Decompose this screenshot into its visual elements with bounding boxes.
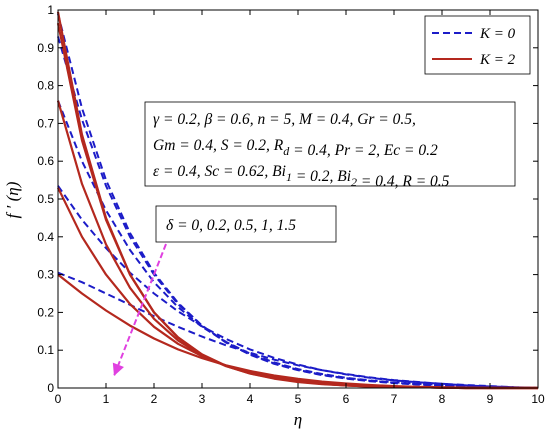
- legend: K = 0 K = 2: [424, 15, 531, 75]
- y-tick-label: 0.9: [37, 41, 54, 55]
- y-tick-label: 0.1: [37, 343, 54, 357]
- x-tick-label: 0: [55, 392, 62, 406]
- y-tick-label: 1: [47, 3, 54, 17]
- parameters-line-3: ε = 0.4, Sc = 0.62, Bi1 = 0.2, Bi2 = 0.4…: [153, 163, 450, 190]
- x-tick-label: 10: [531, 392, 545, 406]
- y-tick-label: 0.6: [37, 154, 54, 168]
- x-tick-label: 9: [487, 392, 494, 406]
- y-tick-label: 0.3: [37, 268, 54, 282]
- parameters-box-frame: [144, 101, 516, 187]
- legend-label-k0: K = 0: [479, 26, 516, 42]
- x-tick-label: 6: [343, 392, 350, 406]
- x-tick-label: 5: [295, 392, 302, 406]
- parameters-line-2: Gm = 0.4, S = 0.2, Rd = 0.4, Pr = 2, Ec …: [153, 137, 438, 159]
- y-axis-label: f ′ (η): [3, 181, 22, 218]
- legend-label-k2: K = 2: [479, 52, 516, 68]
- y-tick-label: 0: [47, 381, 54, 395]
- parameters-box: γ = 0.2, β = 0.6, n = 5, M = 0.4, Gr = 0…: [144, 101, 516, 190]
- y-tick-label: 0.4: [37, 230, 54, 244]
- delta-box: δ = 0, 0.2, 0.5, 1, 1.5: [155, 205, 337, 243]
- x-axis-label: η: [294, 410, 302, 429]
- x-tick-label: 7: [391, 392, 398, 406]
- y-tick-label: 0.2: [37, 305, 54, 319]
- series-line-k2-delta-1p5: [57, 273, 538, 390]
- x-tick-label: 8: [439, 392, 446, 406]
- series-line-k0-delta-1p5: [57, 271, 539, 389]
- series-line-k0-delta-0p5: [57, 100, 539, 389]
- parameters-line-1: γ = 0.2, β = 0.6, n = 5, M = 0.4, Gr = 0…: [153, 111, 416, 128]
- series-line-k2-delta-0p2: [56, 22, 538, 390]
- axis-ticks: 0 1 2 3 4 5 6 7 8 9 10 0 0.1 0.2 0.3 0.4 0.5 0.6 0.7 0.8 0.9…: [37, 3, 545, 406]
- delta-arrow-head: [112, 362, 124, 376]
- legend-frame: [424, 15, 531, 75]
- delta-arrow-shaft: [113, 243, 167, 377]
- delta-arrow: [112, 243, 167, 377]
- y-tick-label: 0.8: [37, 79, 54, 93]
- delta-box-frame: [155, 205, 337, 243]
- y-tick-label: 0.5: [37, 192, 54, 206]
- x-tick-label: 2: [151, 392, 158, 406]
- x-tick-label: 4: [247, 392, 254, 406]
- x-tick-label: 3: [199, 392, 206, 406]
- delta-label: δ = 0, 0.2, 0.5, 1, 1.5: [166, 217, 296, 234]
- y-tick-label: 0.7: [37, 116, 54, 130]
- x-tick-label: 1: [103, 392, 110, 406]
